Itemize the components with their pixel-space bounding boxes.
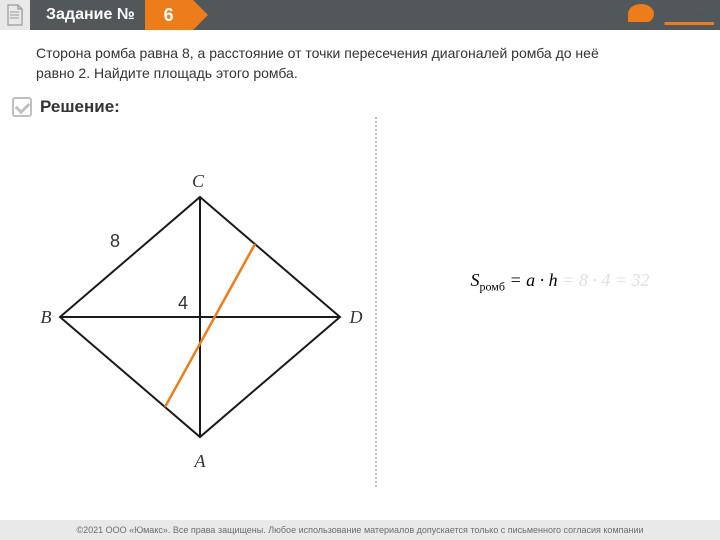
header-bar: Задание № 6 MAXIMUM [0, 0, 720, 30]
side-label: 8 [110, 231, 120, 251]
rhombus-diagram: C A B D 8 4 [20, 127, 380, 507]
problem-line-1: Сторона ромба равна 8, а расстояние от т… [36, 45, 599, 61]
vertex-a-label: A [194, 451, 207, 471]
document-icon [0, 0, 30, 30]
logo-underline [604, 22, 714, 25]
vertex-d-label: D [349, 307, 363, 327]
problem-line-2: равно 2. Найдите площадь этого ромба. [36, 64, 684, 84]
task-number: 6 [145, 0, 193, 30]
formula-a: a [526, 270, 535, 290]
logo-text: MAXIMUM [658, 9, 710, 20]
formula-h: h [549, 270, 558, 290]
logo-mark-icon [628, 4, 654, 24]
vertex-c-label: C [192, 171, 205, 191]
formula-eq1: = [505, 270, 526, 290]
diagram-panel: C A B D 8 4 [20, 127, 380, 497]
formula-faded: = 8 · 4 = 32 [558, 270, 650, 290]
solution-label: Решение: [40, 97, 120, 117]
content-area: C A B D 8 4 Sромб = a · h = 8 · 4 = 32 [0, 117, 720, 497]
formula-panel: Sромб = a · h = 8 · 4 = 32 [380, 127, 700, 497]
center-label: 4 [178, 293, 188, 313]
area-formula: Sромб = a · h = 8 · 4 = 32 [471, 270, 650, 295]
checkmark-icon [12, 97, 32, 117]
vertex-b-label: B [41, 307, 52, 327]
formula-sub: ромб [480, 279, 505, 293]
task-number-badge: 6 [145, 0, 193, 30]
brand-logo: MAXIMUM [628, 4, 710, 24]
task-title: Задание № [46, 6, 135, 24]
vertical-divider [375, 117, 377, 487]
solution-header: Решение: [0, 97, 720, 117]
footer: ©2021 ООО «Юмакс». Все права защищены. Л… [0, 520, 720, 540]
footer-text: ©2021 ООО «Юмакс». Все права защищены. Л… [76, 525, 643, 535]
formula-s: S [471, 270, 480, 290]
formula-dot: · [535, 270, 549, 290]
problem-statement: Сторона ромба равна 8, а расстояние от т… [0, 30, 720, 93]
